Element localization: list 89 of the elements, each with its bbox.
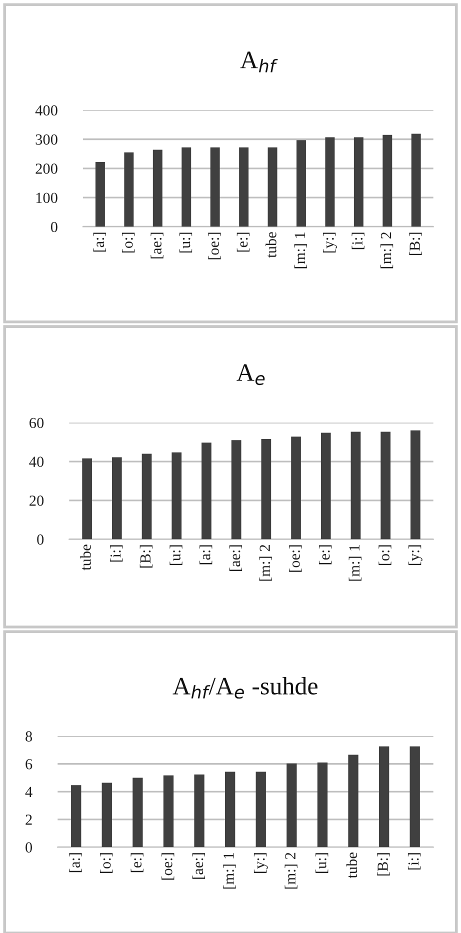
y-tick-label: 8 — [26, 731, 32, 742]
x-tick-label: [i:] — [408, 853, 421, 870]
bar — [256, 772, 266, 848]
x-tick-label: tube — [346, 852, 358, 878]
bar — [102, 782, 112, 848]
x-tick-label: [i:] — [352, 232, 364, 250]
y-tick-label: 20 — [30, 496, 44, 506]
x-tick-label: [o:] — [100, 853, 113, 873]
x-tick-label: [ae:] — [192, 853, 206, 879]
bar — [325, 137, 335, 227]
bar — [194, 774, 204, 848]
chart-title: A$_{e}$ — [236, 364, 265, 386]
bar — [239, 147, 249, 227]
x-tick-label: [B:] — [140, 545, 152, 568]
bar — [231, 440, 242, 540]
bar — [132, 778, 143, 848]
x-tick-label: tube — [80, 544, 91, 570]
x-tick-label: [oe:] — [162, 853, 174, 880]
bar — [320, 432, 331, 540]
x-tick-label: tube — [266, 232, 276, 258]
x-tick-label: [u:] — [316, 853, 328, 873]
x-tick-label: [oe:] — [289, 545, 302, 572]
y-tick-label: 200 — [36, 164, 58, 174]
bar — [202, 442, 212, 540]
x-tick-label: [e:] — [130, 853, 144, 872]
bar — [95, 162, 105, 227]
bar — [142, 454, 152, 540]
bar — [317, 762, 328, 848]
bar — [210, 147, 220, 227]
x-tick-label: [m:] 2 — [259, 544, 272, 581]
y-tick-label: 0 — [50, 222, 58, 232]
bar — [172, 452, 182, 540]
bar — [163, 775, 174, 848]
bar — [296, 140, 306, 227]
y-tick-label: 6 — [26, 759, 32, 770]
bar — [261, 438, 272, 540]
bar — [348, 754, 358, 848]
x-tick-label: [y:] — [323, 232, 337, 253]
bar — [225, 772, 236, 848]
x-tick-label: [y:] — [254, 853, 268, 873]
bar — [350, 432, 361, 540]
x-tick-label: [a:] — [200, 545, 212, 564]
bar — [112, 457, 122, 540]
bar — [291, 436, 301, 540]
x-tick-label: [oe:] — [208, 232, 221, 260]
bar — [411, 134, 421, 227]
y-tick-label: 0 — [37, 534, 44, 545]
chart-title: A$_{hf}$/A$_{e}$ -suhde — [172, 676, 318, 699]
bar — [354, 137, 364, 227]
bar — [82, 458, 92, 540]
x-tick-label: [a:] — [93, 232, 106, 252]
x-tick-label: [a:] — [69, 853, 82, 872]
x-tick-label: [e:] — [318, 545, 332, 564]
x-tick-label: [m:] 2 — [380, 232, 394, 268]
y-tick-label: 300 — [36, 134, 58, 145]
y-tick-label: 2 — [26, 814, 32, 825]
chart-title: A$_{hf}$ — [240, 52, 278, 72]
x-tick-label: [i:] — [110, 545, 123, 562]
x-tick-label: [B:] — [377, 853, 390, 876]
y-tick-label: 400 — [35, 105, 58, 116]
bar — [124, 152, 134, 227]
y-tick-label: 40 — [29, 456, 44, 467]
x-tick-label: [m:] 2 — [284, 852, 298, 889]
y-tick-label: 4 — [25, 786, 32, 797]
y-tick-label: 60 — [30, 418, 44, 428]
bar — [382, 134, 392, 227]
x-tick-label: [y:] — [408, 545, 422, 566]
x-tick-label: [B:] — [409, 232, 422, 256]
bar — [268, 147, 278, 227]
bar — [378, 746, 390, 848]
bar — [152, 150, 162, 227]
x-tick-label: [u:] — [170, 545, 182, 566]
x-tick-label: [o:] — [378, 545, 392, 566]
x-tick-label: [m:] 1 — [348, 545, 362, 581]
y-tick-label: 0 — [26, 842, 32, 853]
x-tick-label: [ae:] — [150, 232, 164, 258]
bar — [410, 430, 420, 540]
x-tick-label: [m:] 1 — [223, 852, 236, 889]
x-tick-label: [m:] 1 — [294, 232, 307, 268]
x-tick-label: [o:] — [122, 232, 135, 253]
bar — [380, 432, 391, 540]
bar — [71, 785, 82, 848]
y-tick-label: 100 — [36, 192, 58, 204]
bar — [182, 147, 192, 227]
x-tick-label: [u:] — [179, 232, 192, 253]
x-tick-label: [ae:] — [229, 545, 242, 571]
x-tick-label: [e:] — [236, 232, 250, 252]
bar — [410, 746, 420, 848]
bar — [286, 763, 297, 848]
